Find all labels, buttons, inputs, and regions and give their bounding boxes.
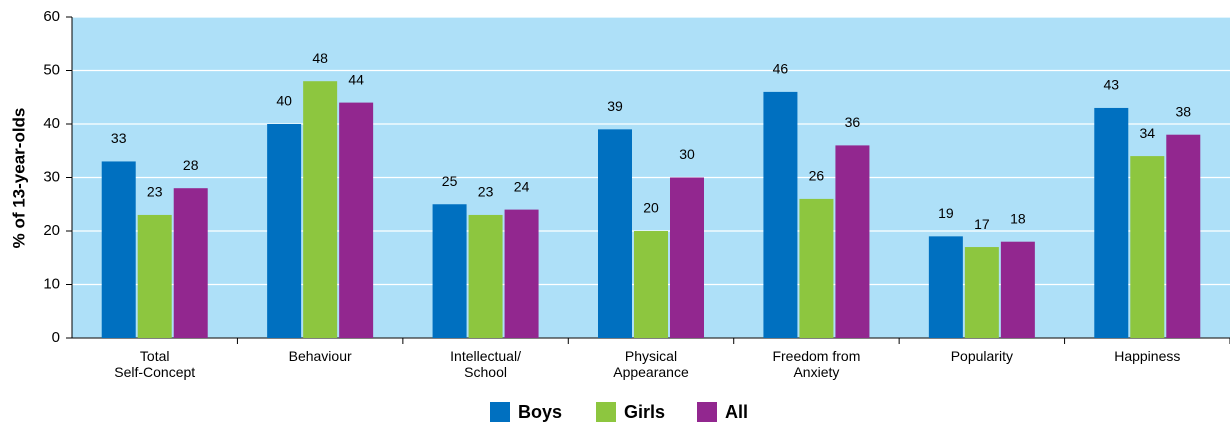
y-tick-label: 20 (43, 222, 60, 239)
bar (468, 214, 503, 338)
bar (1166, 134, 1201, 338)
data-label: 23 (478, 184, 494, 200)
bar (835, 145, 870, 338)
x-tick-label: Behaviour (288, 348, 352, 364)
bar (928, 236, 963, 338)
bar (1000, 241, 1035, 338)
x-tick-label: Freedom from Anxiety (772, 348, 861, 380)
bar (267, 124, 302, 338)
bar (634, 231, 668, 338)
bar (799, 198, 834, 338)
data-label: 26 (809, 168, 825, 184)
y-tick-label: 40 (43, 115, 60, 132)
data-label: 20 (643, 200, 659, 216)
bar (173, 188, 208, 338)
data-label: 43 (1103, 77, 1119, 93)
x-tick-label: Total Self-Concept (114, 348, 196, 380)
bar (303, 81, 338, 338)
bar (137, 214, 172, 338)
y-tick-label: 30 (43, 168, 60, 185)
legend-swatch (596, 402, 616, 422)
data-label: 40 (276, 93, 292, 109)
data-label: 33 (111, 130, 127, 146)
data-label: 24 (514, 178, 530, 194)
data-label: 36 (845, 114, 861, 130)
x-tick-label: Intellectual/ School (450, 348, 521, 380)
bar (1094, 107, 1129, 338)
legend-swatch (490, 402, 510, 422)
data-label: 30 (679, 146, 695, 162)
y-tick-label: 50 (43, 61, 60, 78)
legend-label: Boys (518, 402, 562, 422)
bar (598, 129, 632, 338)
data-label: 23 (147, 184, 163, 200)
y-tick-label: 0 (52, 329, 60, 346)
x-tick-label: Physical Appearance (613, 348, 689, 380)
bar (101, 161, 136, 338)
data-label: 17 (974, 216, 990, 232)
y-axis-label: % of 13-year-olds (9, 108, 28, 249)
y-tick-label: 60 (43, 8, 60, 25)
bar (670, 177, 704, 338)
data-label: 25 (442, 173, 458, 189)
bar (964, 247, 999, 338)
legend-swatch (697, 402, 717, 422)
bar (504, 209, 539, 338)
data-label: 39 (607, 98, 623, 114)
data-label: 34 (1139, 125, 1155, 141)
data-label: 46 (773, 61, 789, 77)
bar (1130, 156, 1165, 338)
bar (763, 91, 798, 339)
bar (339, 102, 374, 338)
data-label: 18 (1010, 210, 1026, 226)
x-tick-label: Popularity (950, 348, 1013, 364)
legend-label: All (725, 402, 748, 422)
y-tick-label: 10 (43, 275, 60, 292)
data-label: 38 (1175, 103, 1191, 119)
data-label: 19 (938, 205, 954, 221)
x-tick-label: Happiness (1114, 348, 1181, 364)
data-label: 48 (312, 50, 328, 66)
data-label: 44 (348, 71, 364, 87)
bar (432, 204, 467, 338)
data-label: 28 (183, 157, 199, 173)
legend-label: Girls (624, 402, 665, 422)
